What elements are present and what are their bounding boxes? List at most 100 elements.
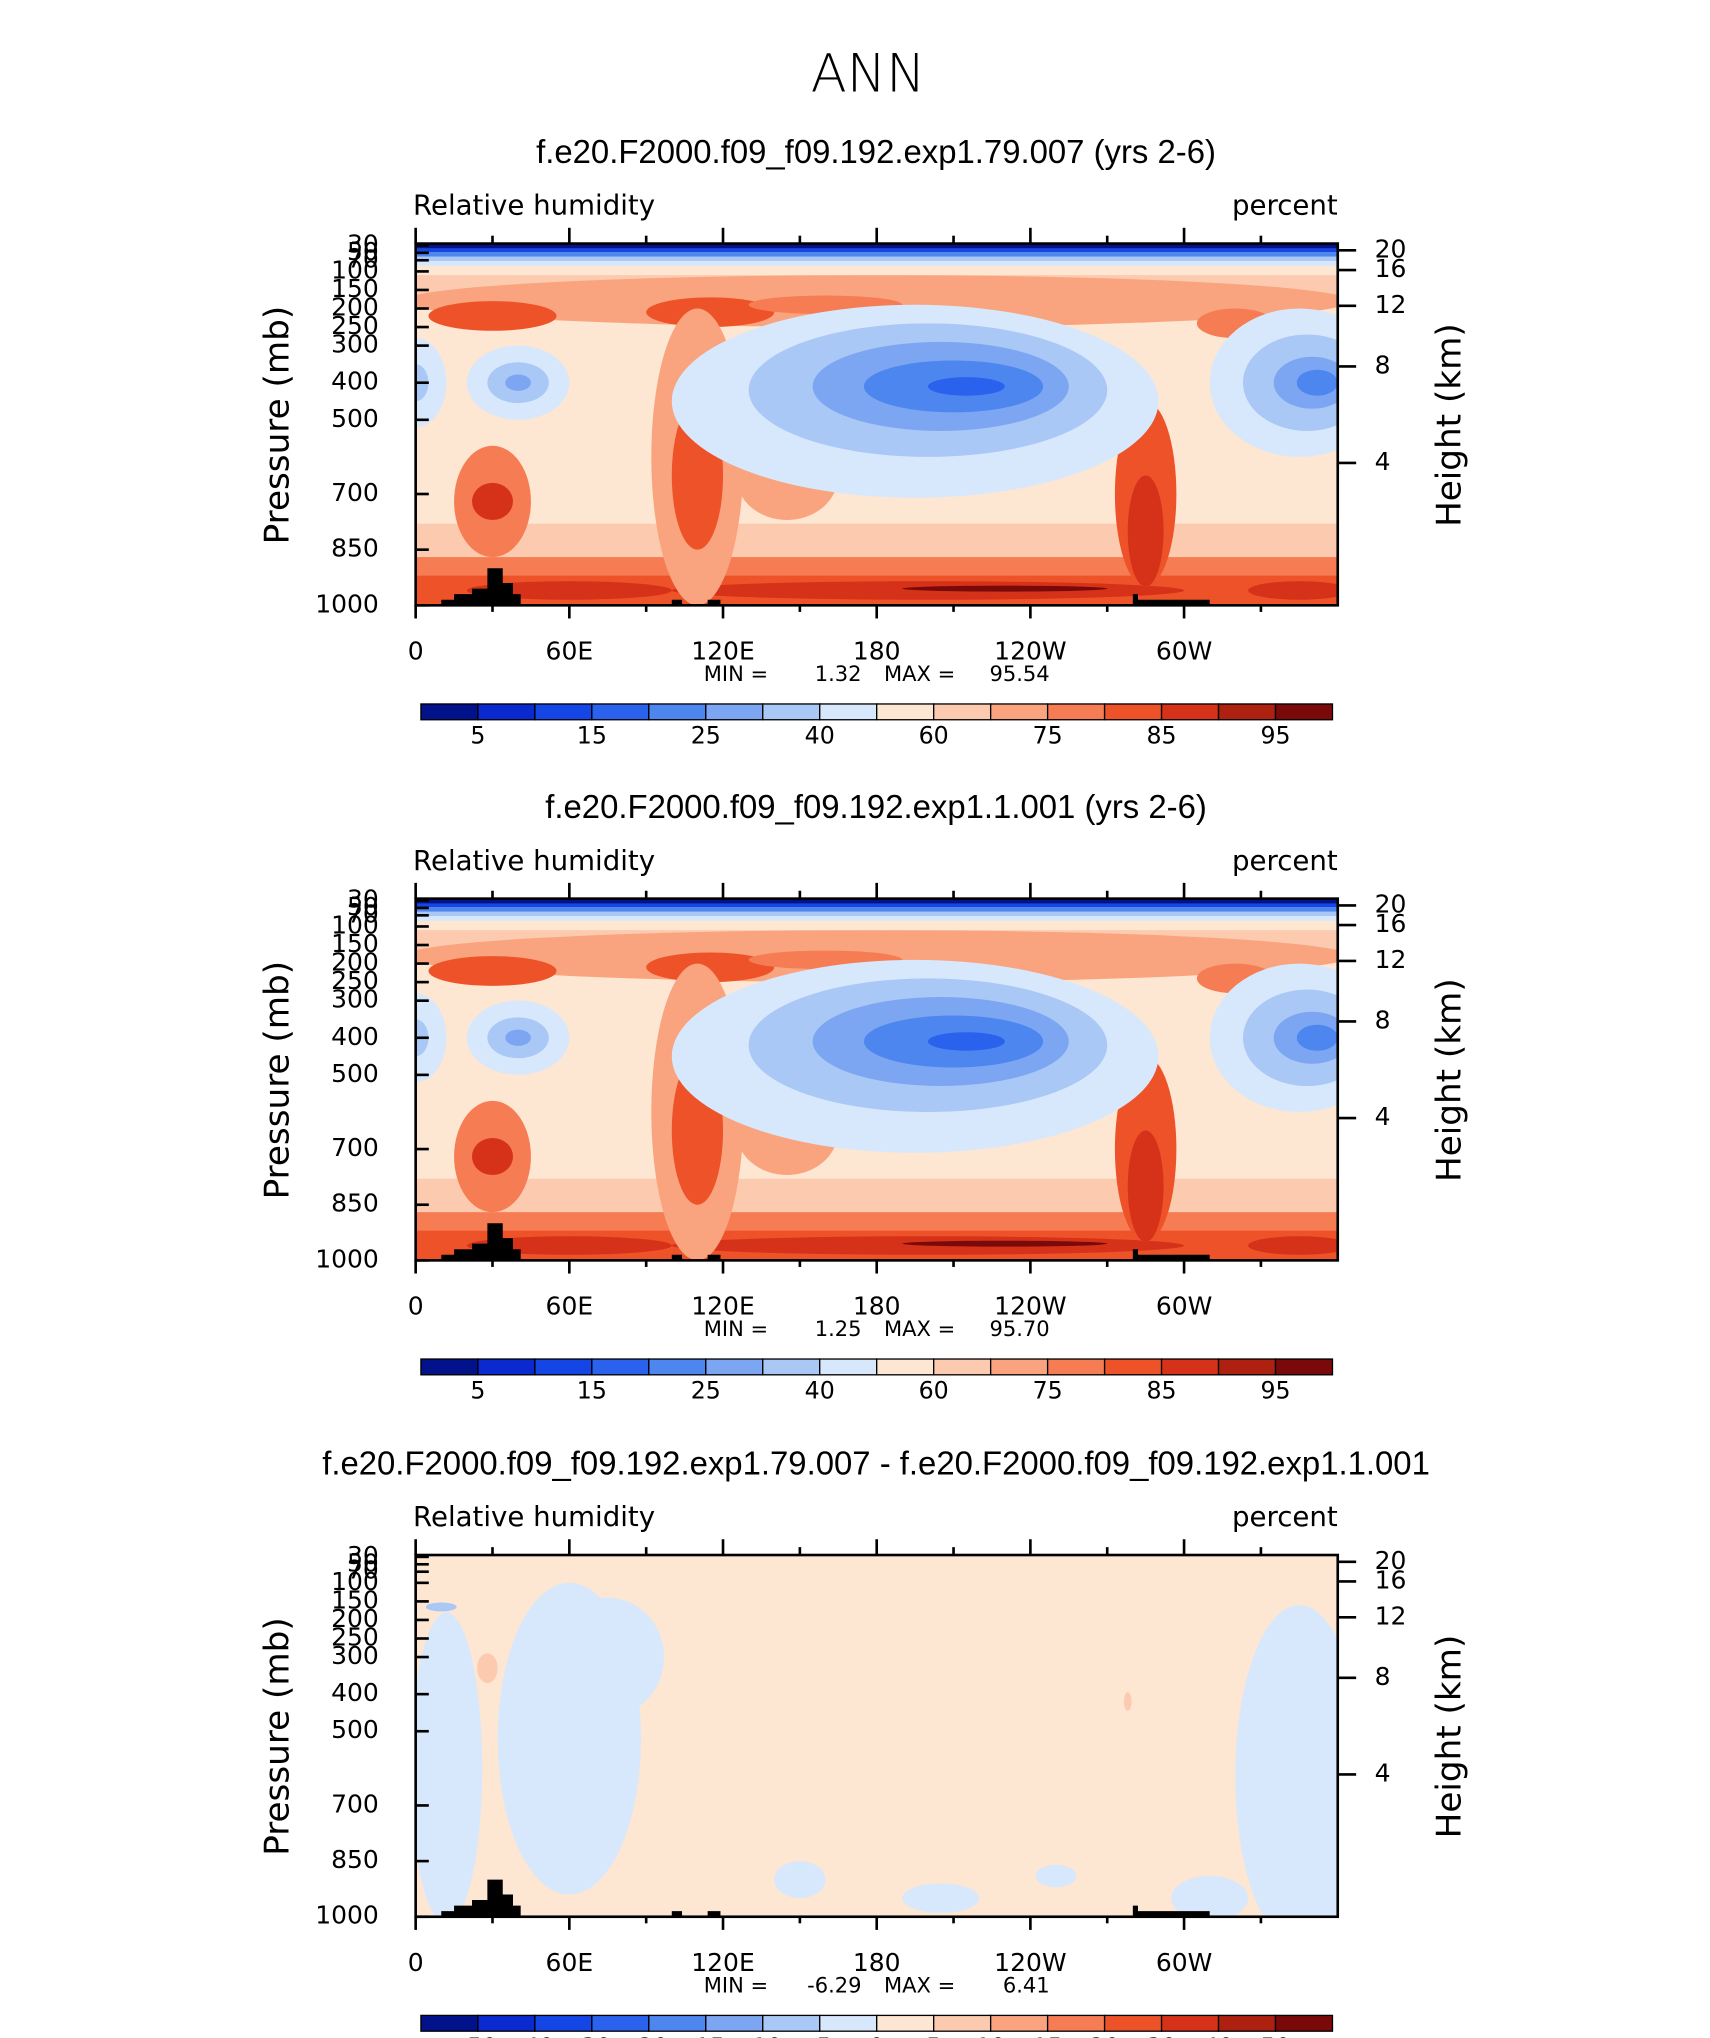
y-tick-label: 700 bbox=[331, 478, 379, 507]
y-tick-label: 100 bbox=[331, 1567, 379, 1596]
topography bbox=[707, 599, 721, 606]
field-band bbox=[415, 243, 1338, 249]
x-tick-label: 180 bbox=[853, 637, 901, 666]
colorbar-box bbox=[477, 1358, 536, 1376]
field-blob bbox=[472, 1137, 513, 1176]
x-tick-label: 180 bbox=[853, 1292, 901, 1321]
colorbar-label: 95 bbox=[1260, 1376, 1290, 1404]
colorbar-box bbox=[933, 703, 992, 721]
left-label: Relative humidity bbox=[413, 1500, 655, 1533]
y-tick-label: 30 bbox=[347, 229, 379, 258]
field-blob bbox=[415, 993, 447, 1083]
y-tick-label: 850 bbox=[331, 534, 379, 563]
field-blob bbox=[1248, 1236, 1338, 1255]
y-tick-label: 850 bbox=[331, 1845, 379, 1874]
colorbar-box bbox=[876, 2014, 935, 2032]
y-axis-label: Pressure (mb) bbox=[257, 1617, 297, 1856]
field-blob bbox=[425, 1602, 457, 1612]
field-band bbox=[415, 265, 1338, 276]
colorbar-box bbox=[1160, 1358, 1220, 1376]
colorbar-label: 75 bbox=[1033, 1376, 1063, 1404]
y-tick-label: 100 bbox=[331, 255, 379, 284]
colorbar-label: 15 bbox=[577, 1376, 607, 1404]
y2-tick-label: 20 bbox=[1375, 234, 1407, 263]
max-label: MAX = bbox=[884, 1316, 955, 1341]
topography bbox=[671, 1254, 683, 1261]
colorbar-box bbox=[1046, 1358, 1106, 1376]
y-tick-label: 150 bbox=[331, 1585, 379, 1614]
y-axis-label: Pressure (mb) bbox=[257, 961, 297, 1200]
topography bbox=[1132, 594, 1210, 606]
field-blob bbox=[1296, 369, 1338, 396]
colorbar-box bbox=[762, 2014, 821, 2032]
colorbar-label: -15 bbox=[686, 2033, 725, 2038]
y-tick-label: 250 bbox=[331, 311, 379, 340]
colorbar-box bbox=[989, 1358, 1049, 1376]
min-value: -6.29 bbox=[807, 1972, 861, 1997]
colorbar-box bbox=[420, 703, 479, 721]
y-tick-label: 300 bbox=[331, 1641, 379, 1670]
y2-tick-label: 16 bbox=[1375, 254, 1407, 283]
colorbar-box bbox=[876, 1358, 935, 1376]
colorbar-label: -10 bbox=[743, 2033, 782, 2038]
colorbar-box bbox=[1217, 703, 1277, 721]
y-tick-label: 150 bbox=[331, 929, 379, 958]
field-blob bbox=[428, 956, 557, 986]
colorbar-label: -30 bbox=[573, 2033, 612, 2038]
x-tick-label: 0 bbox=[408, 1292, 424, 1321]
panel-title: f.e20.F2000.f09_f09.192.exp1.79.007 - f.… bbox=[322, 1444, 1430, 1481]
y-tick-label: 70 bbox=[347, 244, 379, 273]
figure-title: ANN bbox=[811, 43, 926, 104]
y-tick-label: 500 bbox=[331, 1715, 379, 1744]
colorbar-box bbox=[534, 2014, 593, 2032]
x-tick-label: 60E bbox=[546, 637, 594, 666]
field-blob bbox=[902, 1240, 1108, 1247]
y-tick-label: 50 bbox=[347, 892, 379, 921]
topography bbox=[1132, 1905, 1210, 1917]
x-tick-label: 120W bbox=[994, 1948, 1066, 1977]
colorbar-box bbox=[705, 1358, 764, 1376]
y2-axis-label: Height (km) bbox=[1429, 1635, 1469, 1839]
x-tick-label: 120W bbox=[994, 1292, 1066, 1321]
colorbar-label: 85 bbox=[1147, 1376, 1177, 1404]
x-tick-label: 180 bbox=[853, 1948, 901, 1977]
field-blob bbox=[477, 1653, 498, 1684]
colorbar-box bbox=[1274, 1358, 1334, 1376]
max-label: MAX = bbox=[884, 1972, 955, 1997]
colorbar-label: 25 bbox=[691, 721, 721, 749]
panel-title: f.e20.F2000.f09_f09.192.exp1.1.001 (yrs … bbox=[545, 788, 1207, 825]
x-tick-label: 120E bbox=[691, 637, 754, 666]
y2-tick-label: 8 bbox=[1375, 1005, 1391, 1034]
field-blob bbox=[927, 1032, 1005, 1051]
colorbar-box bbox=[420, 2014, 479, 2032]
y-tick-label: 100 bbox=[331, 910, 379, 939]
field bbox=[415, 243, 1338, 606]
y-tick-label: 300 bbox=[331, 330, 379, 359]
colorbar-box bbox=[591, 1358, 650, 1376]
y2-tick-label: 8 bbox=[1375, 1662, 1391, 1691]
field-blob bbox=[1127, 1130, 1164, 1242]
y-tick-label: 200 bbox=[331, 293, 379, 322]
y-tick-label: 700 bbox=[331, 1133, 379, 1162]
field-blob bbox=[551, 1597, 665, 1717]
x-tick-label: 60E bbox=[546, 1292, 594, 1321]
field-band bbox=[415, 907, 1338, 912]
colorbar-box bbox=[420, 1358, 479, 1376]
colorbar-box bbox=[534, 1358, 593, 1376]
x-tick-label: 60W bbox=[1156, 637, 1213, 666]
colorbar-label: 75 bbox=[1033, 721, 1063, 749]
min-label: MIN = bbox=[704, 1316, 768, 1341]
y-tick-label: 150 bbox=[331, 274, 379, 303]
x-tick-label: 120E bbox=[691, 1292, 754, 1321]
topography bbox=[441, 568, 521, 606]
max-value: 95.70 bbox=[989, 1316, 1049, 1341]
field bbox=[415, 898, 1338, 1261]
field-blob bbox=[472, 482, 513, 520]
field-blob bbox=[774, 1861, 826, 1899]
y-tick-label: 30 bbox=[347, 1541, 379, 1570]
colorbar-box bbox=[1103, 2014, 1163, 2032]
colorbar-box bbox=[989, 2014, 1049, 2032]
y-axis-label: Pressure (mb) bbox=[257, 306, 297, 545]
field-band bbox=[415, 256, 1338, 262]
field-band bbox=[415, 903, 1338, 908]
